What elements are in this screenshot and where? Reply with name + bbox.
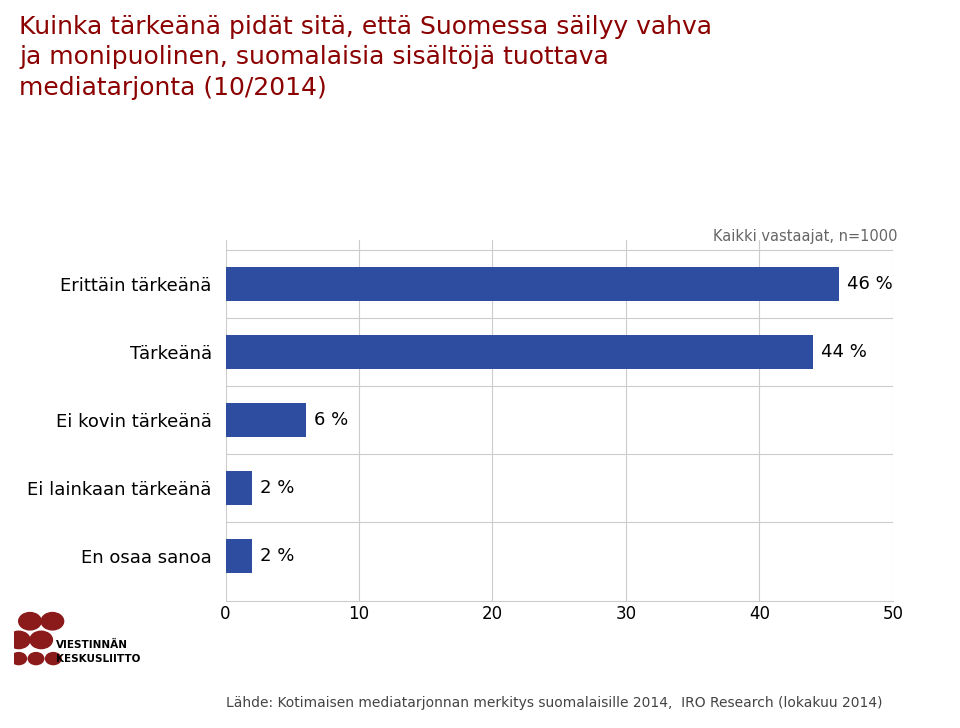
Text: Kaikki vastaajat, n=1000: Kaikki vastaajat, n=1000 <box>713 229 898 245</box>
Text: Kuinka tärkeänä pidät sitä, että Suomessa säilyy vahva
ja monipuolinen, suomalai: Kuinka tärkeänä pidät sitä, että Suomess… <box>19 15 712 100</box>
Circle shape <box>28 652 44 665</box>
Circle shape <box>19 612 41 630</box>
Text: VIESTINNÄN
KESKUSLIITTO: VIESTINNÄN KESKUSLIITTO <box>56 639 140 664</box>
Text: 44 %: 44 % <box>821 344 867 361</box>
Text: 46 %: 46 % <box>848 275 893 293</box>
Circle shape <box>45 652 61 665</box>
Text: Lähde: Kotimaisen mediatarjonnan merkitys suomalaisille 2014,  IRO Research (lok: Lähde: Kotimaisen mediatarjonnan merkity… <box>226 696 882 710</box>
Bar <box>226 403 305 438</box>
Circle shape <box>8 631 30 649</box>
Text: 2 %: 2 % <box>260 480 295 497</box>
Bar <box>226 267 839 301</box>
Text: 2 %: 2 % <box>260 547 295 566</box>
Bar <box>226 539 252 574</box>
Circle shape <box>11 652 27 665</box>
Circle shape <box>41 612 63 630</box>
Bar <box>226 336 813 369</box>
Text: 6 %: 6 % <box>314 411 348 430</box>
Bar <box>226 472 252 505</box>
Circle shape <box>30 631 53 649</box>
